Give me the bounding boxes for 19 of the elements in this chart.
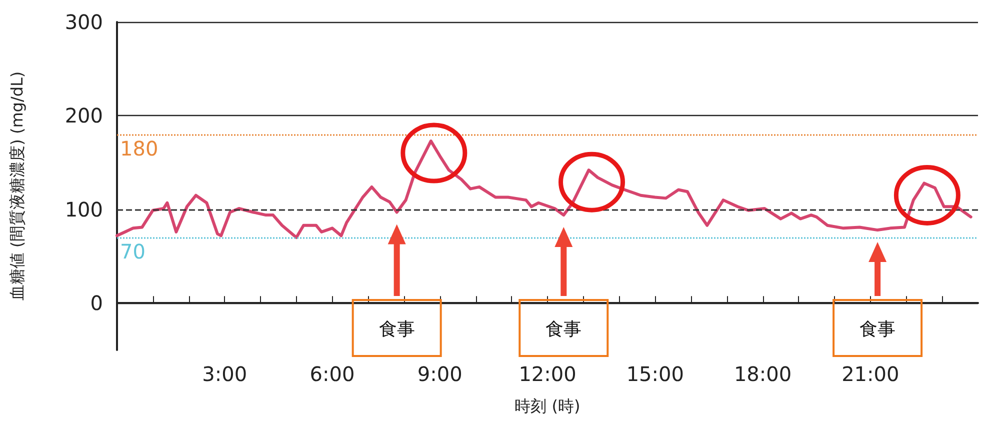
annotation: 食事 [860,319,896,340]
x-tick-label: 6:00 [310,362,355,386]
x-tick-label: 12:00 [518,362,576,386]
y-axis-title: 血糖値 (間質液糖濃度) (mg/dL) [8,71,26,301]
x-tick-label: 15:00 [626,362,684,386]
y-tick-label: 0 [90,291,103,316]
y-tick-label: 200 [64,104,103,128]
ref-line-label: 180 [120,136,158,160]
line-series [116,140,972,240]
x-axis-title: 時刻 (時) [514,396,580,416]
y-tick-label: 300 [64,10,103,34]
annotation: 食事 [546,319,582,340]
x-tick-label: 3:00 [202,362,248,386]
x-tick-label: 9:00 [417,362,462,386]
x-tick-label: 18:00 [734,362,792,386]
ref-line-label: 70 [120,240,146,264]
x-tick-label: 21:00 [842,362,900,386]
y-tick-label: 100 [64,197,103,222]
annotation: 食事 [378,319,415,340]
